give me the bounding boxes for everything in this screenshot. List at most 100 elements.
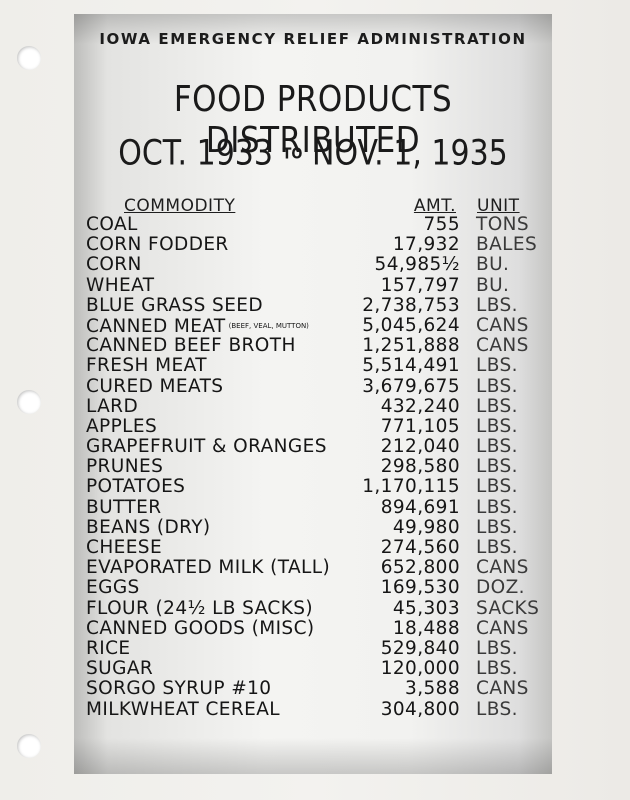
amount-cell: 1,251,888 xyxy=(362,335,460,357)
commodity-name: APPLES xyxy=(86,415,158,437)
commodity-table: COAL 755 TONS CORN FODDER 17,932 BALES CORN 54,… xyxy=(74,214,552,720)
unit-cell: LBS. xyxy=(476,698,518,720)
table-row: RICE 529,840 LBS. xyxy=(74,637,552,659)
unit-cell: CANS xyxy=(476,617,529,639)
amount-cell: 120,000 xyxy=(380,658,460,680)
commodity-cell: EGGS xyxy=(86,578,140,598)
commodity-name: RICE xyxy=(86,637,131,659)
commodity-cell: GRAPEFRUIT & ORANGES xyxy=(86,436,327,458)
table-row: EGGS 169,530 DOZ. xyxy=(74,578,552,598)
amount-cell: 5,514,491 xyxy=(362,355,460,377)
unit-cell: LBS. xyxy=(476,436,518,458)
table-row: CANNED GOODS (MISC) 18,488 CANS xyxy=(74,617,552,639)
page-title: FOOD PRODUCTS DISTRIBUTED xyxy=(173,78,453,162)
amount-cell: 652,800 xyxy=(380,557,460,579)
amount-cell: 45,303 xyxy=(392,597,460,619)
table-row: FLOUR (24½ LB SACKS) 45,303 SACKS xyxy=(74,597,552,619)
amount-cell: 169,530 xyxy=(380,577,460,599)
table-row: EVAPORATED MILK (TALL) 652,800 CANS xyxy=(74,557,552,579)
amount-cell: 304,800 xyxy=(380,698,460,720)
commodity-name: BEANS (DRY) xyxy=(86,516,211,538)
table-row: LARD 432,240 LBS. xyxy=(74,395,552,417)
unit-cell: LBS. xyxy=(476,395,518,417)
commodity-name: GRAPEFRUIT & ORANGES xyxy=(86,436,327,458)
commodity-cell: LARD xyxy=(86,395,139,417)
amount-cell: 157,797 xyxy=(380,274,460,296)
unit-cell: LBS. xyxy=(476,658,518,680)
table-row: WHEAT 157,797 BU. xyxy=(74,274,552,296)
amount-cell: 54,985½ xyxy=(374,254,460,276)
commodity-cell: COAL xyxy=(86,214,138,235)
commodity-name: POTATOES xyxy=(86,476,186,498)
unit-cell: CANS xyxy=(476,557,529,579)
commodity-name: FRESH MEAT xyxy=(86,355,207,377)
table-row: POTATOES 1,170,115 LBS. xyxy=(74,477,552,497)
table-row: CORN FODDER 17,932 BALES xyxy=(74,234,552,256)
commodity-cell: CANNED BEEF BROTH xyxy=(86,336,296,356)
unit-cell: CANS xyxy=(476,678,529,700)
unit-cell: LBS. xyxy=(476,496,518,518)
commodity-name: LARD xyxy=(86,395,139,417)
table-row: BEANS (DRY) 49,980 LBS. xyxy=(74,516,552,538)
table-row: CORN 54,985½ BU. xyxy=(74,255,552,275)
date-to-word: TO xyxy=(282,146,303,164)
unit-cell: SACKS xyxy=(476,597,540,619)
unit-cell: LBS. xyxy=(476,355,518,377)
date-from: OCT. 1933 xyxy=(118,133,273,174)
commodity-name: FLOUR (24½ LB SACKS) xyxy=(86,597,314,619)
amount-cell: 771,105 xyxy=(380,415,460,437)
table-row: SUGAR 120,000 LBS. xyxy=(74,658,552,680)
amount-cell: 529,840 xyxy=(380,637,460,659)
amount-cell: 894,691 xyxy=(380,496,460,518)
unit-cell: LBS. xyxy=(476,415,518,437)
unit-cell: BU. xyxy=(476,254,510,276)
table-row: APPLES 771,105 LBS. xyxy=(74,415,552,437)
unit-cell: LBS. xyxy=(476,476,518,498)
commodity-name: CORN xyxy=(86,254,142,276)
commodity-cell: BLUE GRASS SEED xyxy=(86,294,264,316)
commodity-cell: RICE xyxy=(86,637,131,659)
unit-cell: LBS. xyxy=(476,537,518,558)
commodity-note: (BEEF, VEAL, MUTTON) xyxy=(228,321,309,330)
table-row: CANNED MEAT (BEEF, VEAL, MUTTON) 5,045,624… xyxy=(74,314,552,336)
column-header-unit: UNIT xyxy=(477,196,520,216)
unit-cell: LBS. xyxy=(476,637,518,659)
amount-cell: 49,980 xyxy=(392,516,460,538)
column-header-amount: AMT. xyxy=(413,196,456,216)
commodity-cell: PRUNES xyxy=(86,457,163,477)
commodity-name: CANNED GOODS (MISC) xyxy=(86,617,315,639)
commodity-name: CURED MEATS xyxy=(86,375,224,397)
commodity-cell: EVAPORATED MILK (TALL) xyxy=(86,558,330,578)
commodity-cell: WHEAT xyxy=(86,274,155,296)
unit-cell: LBS. xyxy=(476,375,518,397)
unit-cell: TONS xyxy=(476,214,530,235)
commodity-cell: CHEESE xyxy=(86,537,162,558)
amount-cell: 5,045,624 xyxy=(362,314,460,336)
table-row: BUTTER 894,691 LBS. xyxy=(74,496,552,518)
commodity-cell: CORN FODDER xyxy=(86,235,229,255)
commodity-name: SUGAR xyxy=(86,658,154,680)
commodity-cell: FRESH MEAT xyxy=(86,356,207,376)
agency-name: IOWA EMERGENCY RELIEF ADMINISTRATION xyxy=(99,30,527,48)
commodity-name: COAL xyxy=(86,214,138,235)
amount-cell: 298,580 xyxy=(380,456,460,478)
commodity-name: MILKWHEAT CEREAL xyxy=(86,698,281,720)
commodity-name: CANNED BEEF BROTH xyxy=(86,335,296,357)
commodity-cell: MILKWHEAT CEREAL xyxy=(86,698,281,720)
commodity-name: BUTTER xyxy=(86,496,162,518)
commodity-name: BLUE GRASS SEED xyxy=(86,294,264,316)
table-row: BLUE GRASS SEED 2,738,753 LBS. xyxy=(74,294,552,316)
table-row: FRESH MEAT 5,514,491 LBS. xyxy=(74,356,552,376)
table-row: CURED MEATS 3,679,675 LBS. xyxy=(74,375,552,397)
unit-cell: CANS xyxy=(476,335,529,357)
table-row: MILKWHEAT CEREAL 304,800 LBS. xyxy=(74,698,552,720)
amount-cell: 3,588 xyxy=(405,678,460,700)
commodity-cell: BEANS (DRY) xyxy=(86,516,211,538)
unit-cell: BALES xyxy=(476,234,538,256)
commodity-name: WHEAT xyxy=(86,274,155,296)
amount-cell: 18,488 xyxy=(392,617,460,639)
amount-cell: 17,932 xyxy=(392,234,460,256)
commodity-cell: CANNED GOODS (MISC) xyxy=(86,617,315,639)
commodity-name: EGGS xyxy=(86,577,140,599)
punch-hole xyxy=(17,46,41,70)
